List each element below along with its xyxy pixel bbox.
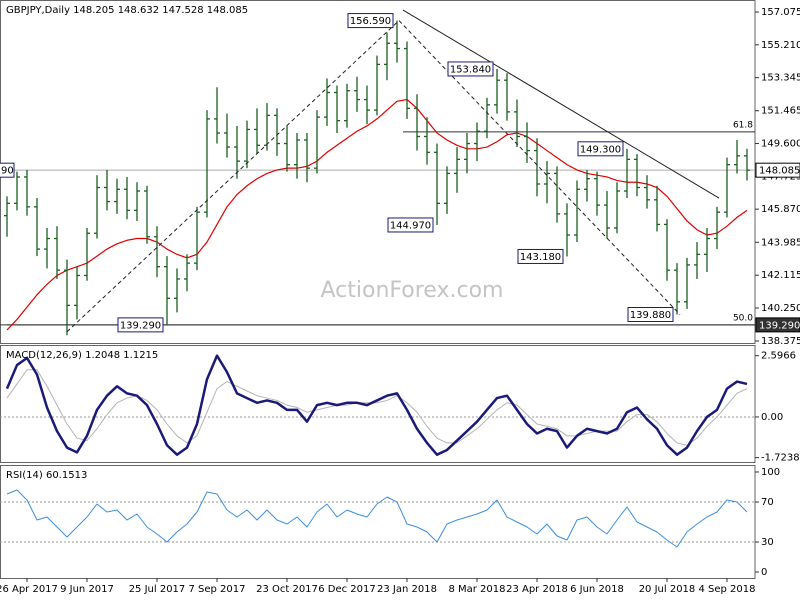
indicator-line (6, 369, 748, 446)
price-label-box (577, 141, 624, 157)
x-tick-label: 7 Sep 2017 (188, 584, 245, 595)
y-tick-label: 0.00 (761, 412, 783, 423)
y-tick-label: 30 (761, 537, 774, 548)
fib-label: 61.8 (733, 120, 753, 130)
y-tick-label: 149.600 (761, 139, 800, 150)
fib-label: 50.0 (733, 313, 753, 323)
y-tick-label: 2.5966 (761, 351, 796, 362)
trend-line (402, 9, 720, 199)
x-tick-label: 20 Jul 2018 (639, 584, 696, 595)
price-label: 156.590 (350, 16, 391, 27)
x-tick-label: 23 Oct 2017 (256, 584, 318, 595)
y-tick-label: 138.375 (761, 336, 800, 347)
price-label-box (447, 61, 494, 77)
y-tick-label: 70 (761, 497, 774, 508)
price-label-box (387, 217, 434, 233)
x-tick-label: 8 Mar 2018 (448, 584, 505, 595)
y-tick-label: 0 (761, 567, 767, 578)
y-tick-label: 157.075 (761, 7, 800, 18)
price-label: 149.300 (580, 144, 621, 155)
price-marker-box (755, 162, 800, 178)
price-marker-box-left (0, 162, 15, 178)
price-label-box (117, 317, 164, 333)
trend-line (398, 20, 681, 315)
price-label: 153.840 (450, 64, 491, 75)
price-label: 139.880 (630, 310, 671, 321)
price-marker: 148.085 (759, 166, 800, 177)
x-tick-label: 23 Jan 2018 (377, 584, 437, 595)
price-label-box (627, 307, 674, 323)
y-tick-label: 151.465 (761, 106, 800, 117)
indicator-line (6, 489, 748, 548)
x-tick-label: 23 Apr 2018 (506, 584, 568, 595)
y-tick-label: 140.250 (761, 303, 800, 314)
price-label-box (517, 248, 564, 264)
price-label: 143.180 (520, 252, 561, 263)
y-tick-label: 145.870 (761, 204, 800, 215)
price-marker: 139.290 (759, 320, 800, 331)
price-marker-left: 90 (1, 166, 14, 177)
price-marker-box (755, 317, 800, 333)
price-label-box (347, 13, 394, 29)
x-tick-label: 26 Apr 2017 (0, 584, 58, 595)
panel-title: MACD(12,26,9) 1.2048 1.1215 (6, 350, 158, 361)
panel-frame (0, 465, 756, 579)
x-tick-label: 6 Dec 2017 (318, 584, 376, 595)
indicator-line (5, 354, 748, 456)
y-tick-label: 153.345 (761, 73, 800, 84)
moving-average (6, 98, 748, 331)
watermark: ActionForex.com (321, 278, 504, 303)
x-tick-label: 6 Jun 2018 (570, 584, 624, 595)
price-label: 144.970 (390, 220, 431, 231)
x-tick-label: 25 Jul 2017 (129, 584, 186, 595)
trend-line (66, 20, 400, 333)
panel-title: RSI(14) 60.1513 (6, 470, 87, 481)
panel-frame (0, 345, 756, 463)
x-tick-label: 9 Jun 2017 (60, 584, 114, 595)
y-tick-label: 143.985 (761, 237, 800, 248)
x-tick-label: 4 Sep 2018 (698, 584, 755, 595)
panel-title: GBPJPY,Daily 148.205 148.632 147.528 148… (6, 5, 248, 16)
y-tick-label: 142.115 (761, 270, 800, 281)
price-label: 139.290 (120, 320, 161, 331)
y-tick-label: 155.210 (761, 40, 800, 51)
y-tick-label: 100 (761, 467, 780, 478)
y-tick-label: -1.7238 (761, 453, 800, 464)
